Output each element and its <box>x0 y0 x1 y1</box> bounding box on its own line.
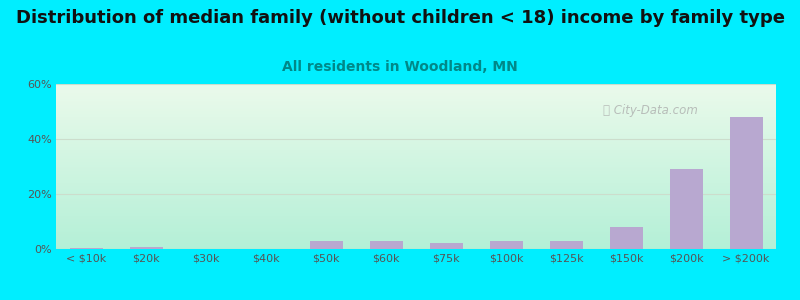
Bar <box>670 169 702 249</box>
Bar <box>550 241 582 249</box>
Bar <box>70 248 102 249</box>
Bar <box>730 117 762 249</box>
Text: All residents in Woodland, MN: All residents in Woodland, MN <box>282 60 518 74</box>
Bar <box>130 247 162 249</box>
Bar <box>610 227 642 249</box>
Bar <box>310 241 342 249</box>
Text: Ⓡ City-Data.com: Ⓡ City-Data.com <box>603 104 698 117</box>
Bar <box>370 241 402 249</box>
Bar <box>490 241 522 249</box>
Bar <box>430 243 462 249</box>
Text: Distribution of median family (without children < 18) income by family type: Distribution of median family (without c… <box>15 9 785 27</box>
